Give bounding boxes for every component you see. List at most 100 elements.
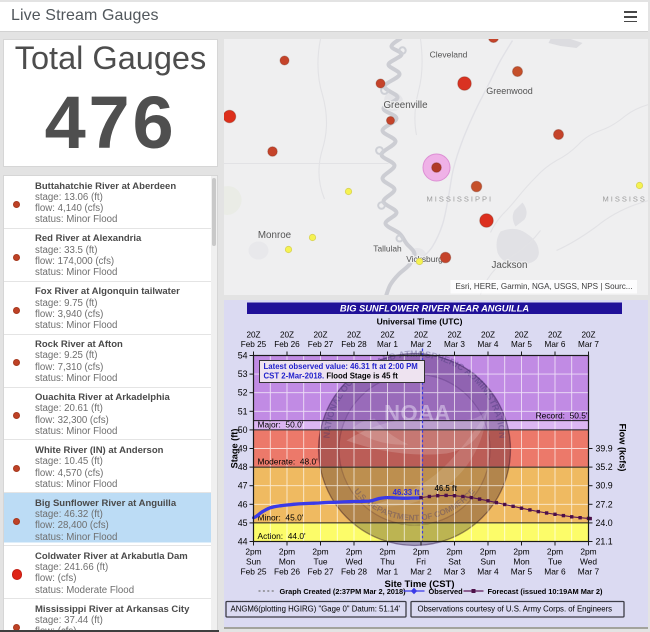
svg-text:2pm: 2pm: [479, 546, 495, 556]
svg-text:Mar 6: Mar 6: [544, 340, 565, 349]
svg-text:Feb 28: Feb 28: [340, 566, 366, 576]
svg-text:20Z: 20Z: [346, 330, 360, 339]
svg-text:Latest observed value: 46.31 f: Latest observed value: 46.31 ft at 2:00 …: [263, 362, 417, 371]
svg-text:Action: 44.0': Action: 44.0': [257, 531, 306, 541]
svg-text:47: 47: [237, 480, 247, 490]
svg-text:Wed: Wed: [345, 556, 362, 566]
svg-text:Major: 50.0': Major: 50.0': [257, 419, 303, 429]
svg-text:ANGM6(plotting HGIRG) "Gage 0": ANGM6(plotting HGIRG) "Gage 0" Datum: 51…: [230, 604, 400, 613]
svg-text:21.1: 21.1: [595, 536, 612, 546]
svg-text:Mar 7: Mar 7: [578, 340, 599, 349]
svg-text:46.33 ft: 46.33 ft: [392, 488, 419, 497]
svg-text:53: 53: [237, 369, 247, 379]
svg-text:MISSISS: MISSISS: [602, 194, 646, 203]
svg-text:Greenwood: Greenwood: [486, 86, 533, 96]
svg-text:Mon: Mon: [513, 556, 530, 566]
svg-text:24.0: 24.0: [595, 517, 612, 527]
svg-text:2pm: 2pm: [412, 546, 428, 556]
svg-text:Cleveland: Cleveland: [429, 49, 467, 59]
svg-text:BIG SUNFLOWER RIVER NEAR ANGUI: BIG SUNFLOWER RIVER NEAR ANGUILLA: [339, 303, 528, 313]
svg-text:Mar 4: Mar 4: [477, 340, 498, 349]
svg-text:Sun: Sun: [246, 556, 261, 566]
svg-text:2pm: 2pm: [580, 546, 596, 556]
svg-text:2pm: 2pm: [546, 546, 562, 556]
svg-text:Site Time (CST): Site Time (CST): [384, 579, 454, 590]
svg-text:Mar 5: Mar 5: [511, 340, 532, 349]
svg-text:Mar 4: Mar 4: [477, 566, 499, 576]
svg-text:46: 46: [237, 499, 247, 509]
svg-text:20Z: 20Z: [480, 330, 494, 339]
svg-text:2pm: 2pm: [379, 546, 395, 556]
svg-text:2pm: 2pm: [513, 546, 529, 556]
svg-text:Thu: Thu: [380, 556, 395, 566]
svg-text:20Z: 20Z: [413, 330, 427, 339]
svg-text:Greenville: Greenville: [383, 100, 428, 111]
svg-text:54: 54: [237, 350, 247, 360]
svg-text:20Z: 20Z: [313, 330, 327, 339]
svg-text:Tue: Tue: [313, 556, 327, 566]
svg-text:Forecast (issued 10:19AM Mar 2: Forecast (issued 10:19AM Mar 2): [487, 587, 603, 596]
svg-text:Feb 27: Feb 27: [307, 566, 333, 576]
svg-text:Feb 26: Feb 26: [274, 340, 300, 349]
svg-text:30.9: 30.9: [595, 480, 612, 490]
svg-text:27.2: 27.2: [595, 499, 612, 509]
svg-text:2pm: 2pm: [446, 546, 462, 556]
svg-text:Record: 50.5': Record: 50.5': [535, 410, 587, 420]
svg-text:Esri, HERE, Garmin, NGA, USGS,: Esri, HERE, Garmin, NGA, USGS, NPS | Sou…: [455, 282, 632, 291]
svg-text:39.9: 39.9: [595, 443, 612, 453]
svg-text:Stage (ft): Stage (ft): [229, 428, 239, 468]
svg-text:Feb 26: Feb 26: [273, 566, 299, 576]
svg-text:Sat: Sat: [448, 556, 461, 566]
svg-text:Sun: Sun: [480, 556, 495, 566]
svg-text:Feb 27: Feb 27: [307, 340, 333, 349]
svg-text:20Z: 20Z: [581, 330, 595, 339]
svg-text:Observations courtesy of U.S.: Observations courtesy of U.S. Army Corps…: [417, 604, 612, 613]
svg-text:51: 51: [237, 406, 247, 416]
svg-text:Mar 6: Mar 6: [544, 566, 566, 576]
svg-text:52: 52: [237, 387, 247, 397]
svg-text:NOAA: NOAA: [384, 400, 451, 425]
svg-text:Mar 3: Mar 3: [444, 340, 465, 349]
svg-text:Wed: Wed: [579, 556, 596, 566]
svg-text:Mar 2: Mar 2: [410, 566, 432, 576]
svg-text:44: 44: [237, 536, 247, 546]
svg-text:20Z: 20Z: [514, 330, 528, 339]
svg-text:20Z: 20Z: [380, 330, 394, 339]
svg-text:MISSISSIPPI: MISSISSIPPI: [426, 194, 493, 203]
svg-text:20Z: 20Z: [447, 330, 461, 339]
svg-text:2pm: 2pm: [245, 546, 261, 556]
svg-text:Jackson: Jackson: [491, 260, 527, 271]
svg-text:48: 48: [237, 462, 247, 472]
svg-text:20Z: 20Z: [279, 330, 293, 339]
svg-text:Minor: 45.0': Minor: 45.0': [257, 512, 303, 522]
svg-text:2pm: 2pm: [345, 546, 361, 556]
svg-text:2pm: 2pm: [312, 546, 328, 556]
svg-text:Tallulah: Tallulah: [373, 243, 402, 253]
svg-text:20Z: 20Z: [246, 330, 260, 339]
svg-text:Feb 25: Feb 25: [240, 566, 266, 576]
svg-text:Vicksburg: Vicksburg: [406, 254, 443, 264]
svg-text:Observed: Observed: [428, 587, 463, 596]
svg-text:Tue: Tue: [547, 556, 561, 566]
svg-text:Graph Created (2:37PM Mar 2, 2: Graph Created (2:37PM Mar 2, 2018): [279, 587, 406, 596]
svg-text:Mar 1: Mar 1: [376, 566, 398, 576]
svg-text:Mar 7: Mar 7: [577, 566, 599, 576]
svg-text:CST 2-Mar-2018. Flood Stage is: CST 2-Mar-2018. Flood Stage is 45 ft: [263, 371, 398, 380]
svg-text:20Z: 20Z: [547, 330, 561, 339]
svg-text:46.5 ft: 46.5 ft: [434, 484, 457, 493]
svg-text:Monroe: Monroe: [257, 230, 291, 241]
svg-text:Feb 28: Feb 28: [341, 340, 367, 349]
svg-text:35.2: 35.2: [595, 462, 612, 472]
svg-text:Flow (kcfs): Flow (kcfs): [617, 423, 627, 471]
svg-text:Mon: Mon: [278, 556, 295, 566]
svg-text:2pm: 2pm: [278, 546, 294, 556]
svg-text:45: 45: [237, 517, 247, 527]
svg-text:50: 50: [237, 424, 247, 434]
svg-text:Mar 2: Mar 2: [410, 340, 431, 349]
svg-text:Fri: Fri: [416, 556, 426, 566]
svg-text:Feb 25: Feb 25: [240, 340, 266, 349]
svg-text:Universal Time (UTC): Universal Time (UTC): [376, 316, 462, 326]
svg-text:Mar 3: Mar 3: [443, 566, 465, 576]
svg-text:49: 49: [237, 443, 247, 453]
svg-text:Moderate: 48.0': Moderate: 48.0': [257, 456, 318, 466]
